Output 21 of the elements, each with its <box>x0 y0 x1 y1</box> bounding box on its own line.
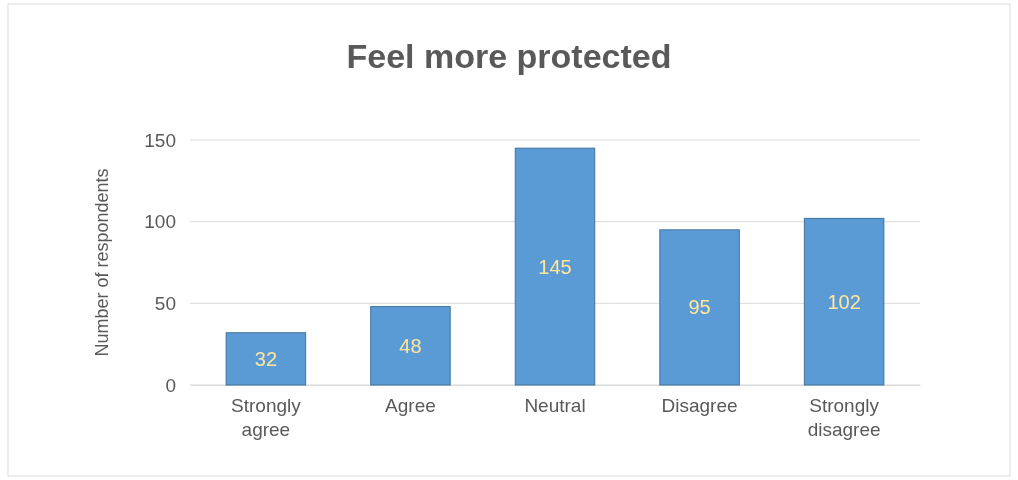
data-label: 95 <box>688 296 711 319</box>
data-label: 48 <box>399 334 422 357</box>
x-tick-label: Strongly agree <box>231 395 302 441</box>
x-tick-label: Strongly disagree <box>807 395 881 441</box>
x-tick-label: Neutral <box>524 395 586 417</box>
data-label: 145 <box>538 255 572 278</box>
x-tick-label: Disagree <box>661 395 738 417</box>
chart-title: Feel more protected <box>346 37 672 75</box>
y-tick-label: 50 <box>154 292 176 314</box>
bar <box>514 147 596 386</box>
y-axis-title: Number of respondents <box>92 168 112 357</box>
y-tick-label: 150 <box>144 129 176 151</box>
data-label: 102 <box>827 290 861 313</box>
x-tick-label: Agree <box>385 395 436 417</box>
data-label: 32 <box>254 347 278 370</box>
bar <box>370 306 451 386</box>
bar <box>225 332 307 386</box>
bar <box>659 229 740 386</box>
y-tick-label: 0 <box>165 374 176 396</box>
bar <box>803 217 885 386</box>
y-tick-label: 100 <box>144 211 176 233</box>
